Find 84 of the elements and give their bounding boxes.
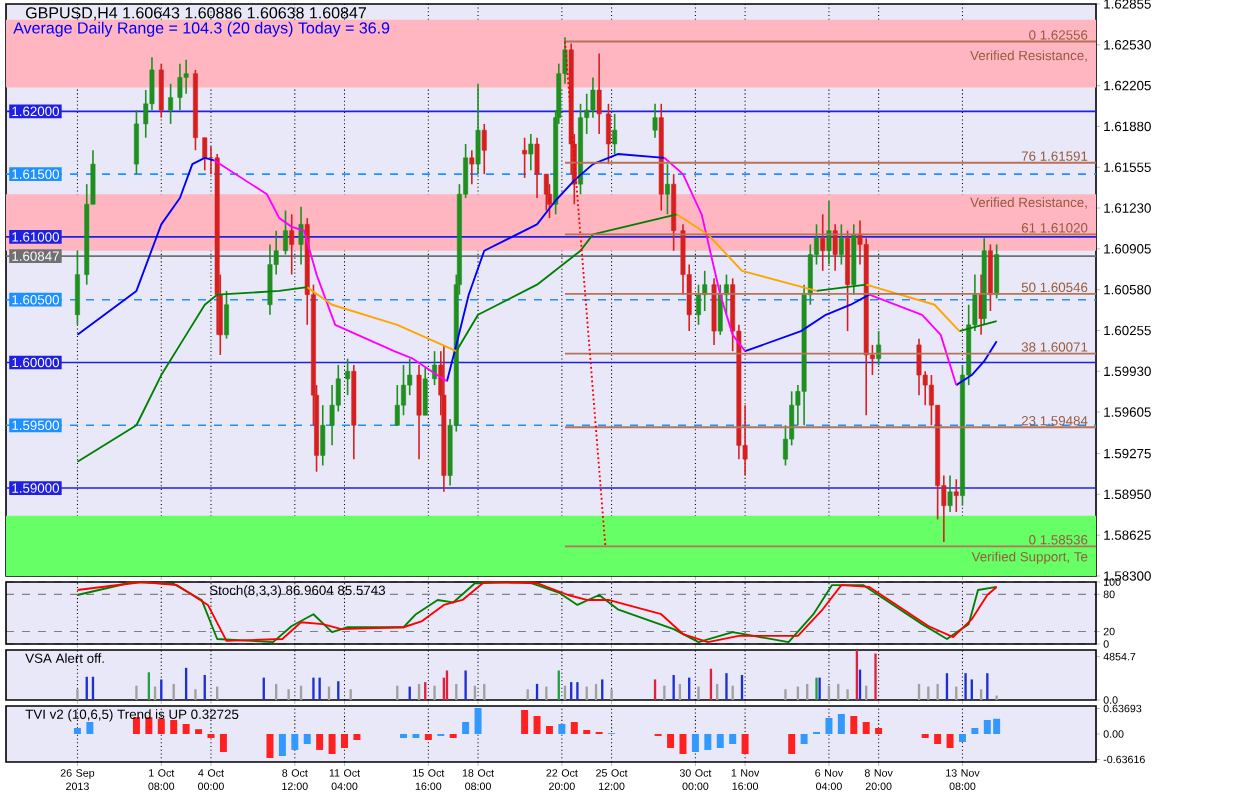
candlestick (422, 366, 428, 417)
candlestick (432, 350, 437, 386)
candlestick (528, 133, 534, 172)
candlestick (947, 474, 953, 513)
candlestick (665, 163, 670, 216)
bar (316, 733, 324, 750)
candlestick (481, 123, 487, 175)
candlestick (826, 199, 832, 266)
bar (182, 723, 190, 734)
candlestick (652, 103, 658, 139)
candlestick (717, 283, 723, 336)
bar (558, 723, 566, 734)
bar (170, 719, 178, 734)
candlestick (606, 103, 611, 165)
bar (73, 727, 81, 734)
bar (958, 733, 966, 742)
bar (462, 721, 470, 734)
bar (533, 715, 541, 734)
bar (825, 717, 833, 734)
bar (570, 721, 578, 734)
candlestick (522, 136, 528, 179)
candlestick (168, 82, 174, 125)
bar (278, 733, 286, 756)
bar (266, 733, 274, 758)
candlestick (469, 149, 475, 185)
bar (837, 713, 845, 734)
bar (971, 727, 979, 734)
candlestick (345, 357, 351, 396)
bar (303, 733, 311, 744)
bar (157, 718, 165, 734)
candlestick (475, 82, 481, 175)
candlestick (876, 330, 882, 366)
candlestick (838, 223, 844, 266)
candlestick (596, 52, 602, 135)
bar (474, 707, 482, 734)
bar (946, 733, 954, 748)
bar (291, 733, 299, 750)
bar (716, 733, 724, 748)
bar (667, 733, 675, 748)
bar (800, 733, 808, 744)
line-series (76, 581, 998, 644)
bar (328, 733, 336, 754)
bar (729, 733, 737, 744)
bar (545, 725, 553, 734)
bar (788, 733, 796, 754)
candlestick (711, 277, 717, 346)
candlestick (416, 364, 422, 460)
candlestick (74, 249, 80, 326)
candlestick (289, 213, 295, 276)
candlestick (283, 209, 288, 256)
bar (521, 709, 529, 734)
candlestick (177, 62, 183, 111)
bar (341, 733, 348, 748)
bar (875, 727, 883, 734)
bar (850, 715, 858, 734)
candlestick (820, 213, 826, 272)
bar (691, 733, 699, 752)
candlestick (994, 243, 1000, 300)
candlestick (202, 136, 208, 172)
candlestick (845, 229, 851, 332)
candlestick (298, 205, 304, 266)
bar (145, 717, 153, 734)
bar (86, 721, 94, 734)
bar (862, 721, 870, 734)
bar (679, 733, 687, 754)
candlestick (134, 109, 139, 175)
candlestick (953, 478, 959, 513)
bar (934, 733, 942, 744)
bar (219, 733, 227, 752)
candlestick (224, 290, 229, 340)
bar (353, 733, 361, 740)
candlestick (671, 173, 677, 252)
candlestick (534, 136, 540, 199)
candlestick (987, 243, 993, 312)
bar (704, 733, 712, 750)
bar (741, 733, 749, 754)
text: Average Daily Range = 104.3 (20 days) Today = 36.9 (13, 21, 390, 37)
candlestick (158, 62, 164, 119)
chart-title: GBPUSD,H4 1.60643 1.60886 1.60638 1.60847 (26, 7, 366, 21)
candlestick (543, 173, 549, 212)
candlestick (612, 113, 618, 155)
bar (132, 717, 140, 734)
bar (424, 733, 432, 740)
candlestick (832, 223, 838, 272)
